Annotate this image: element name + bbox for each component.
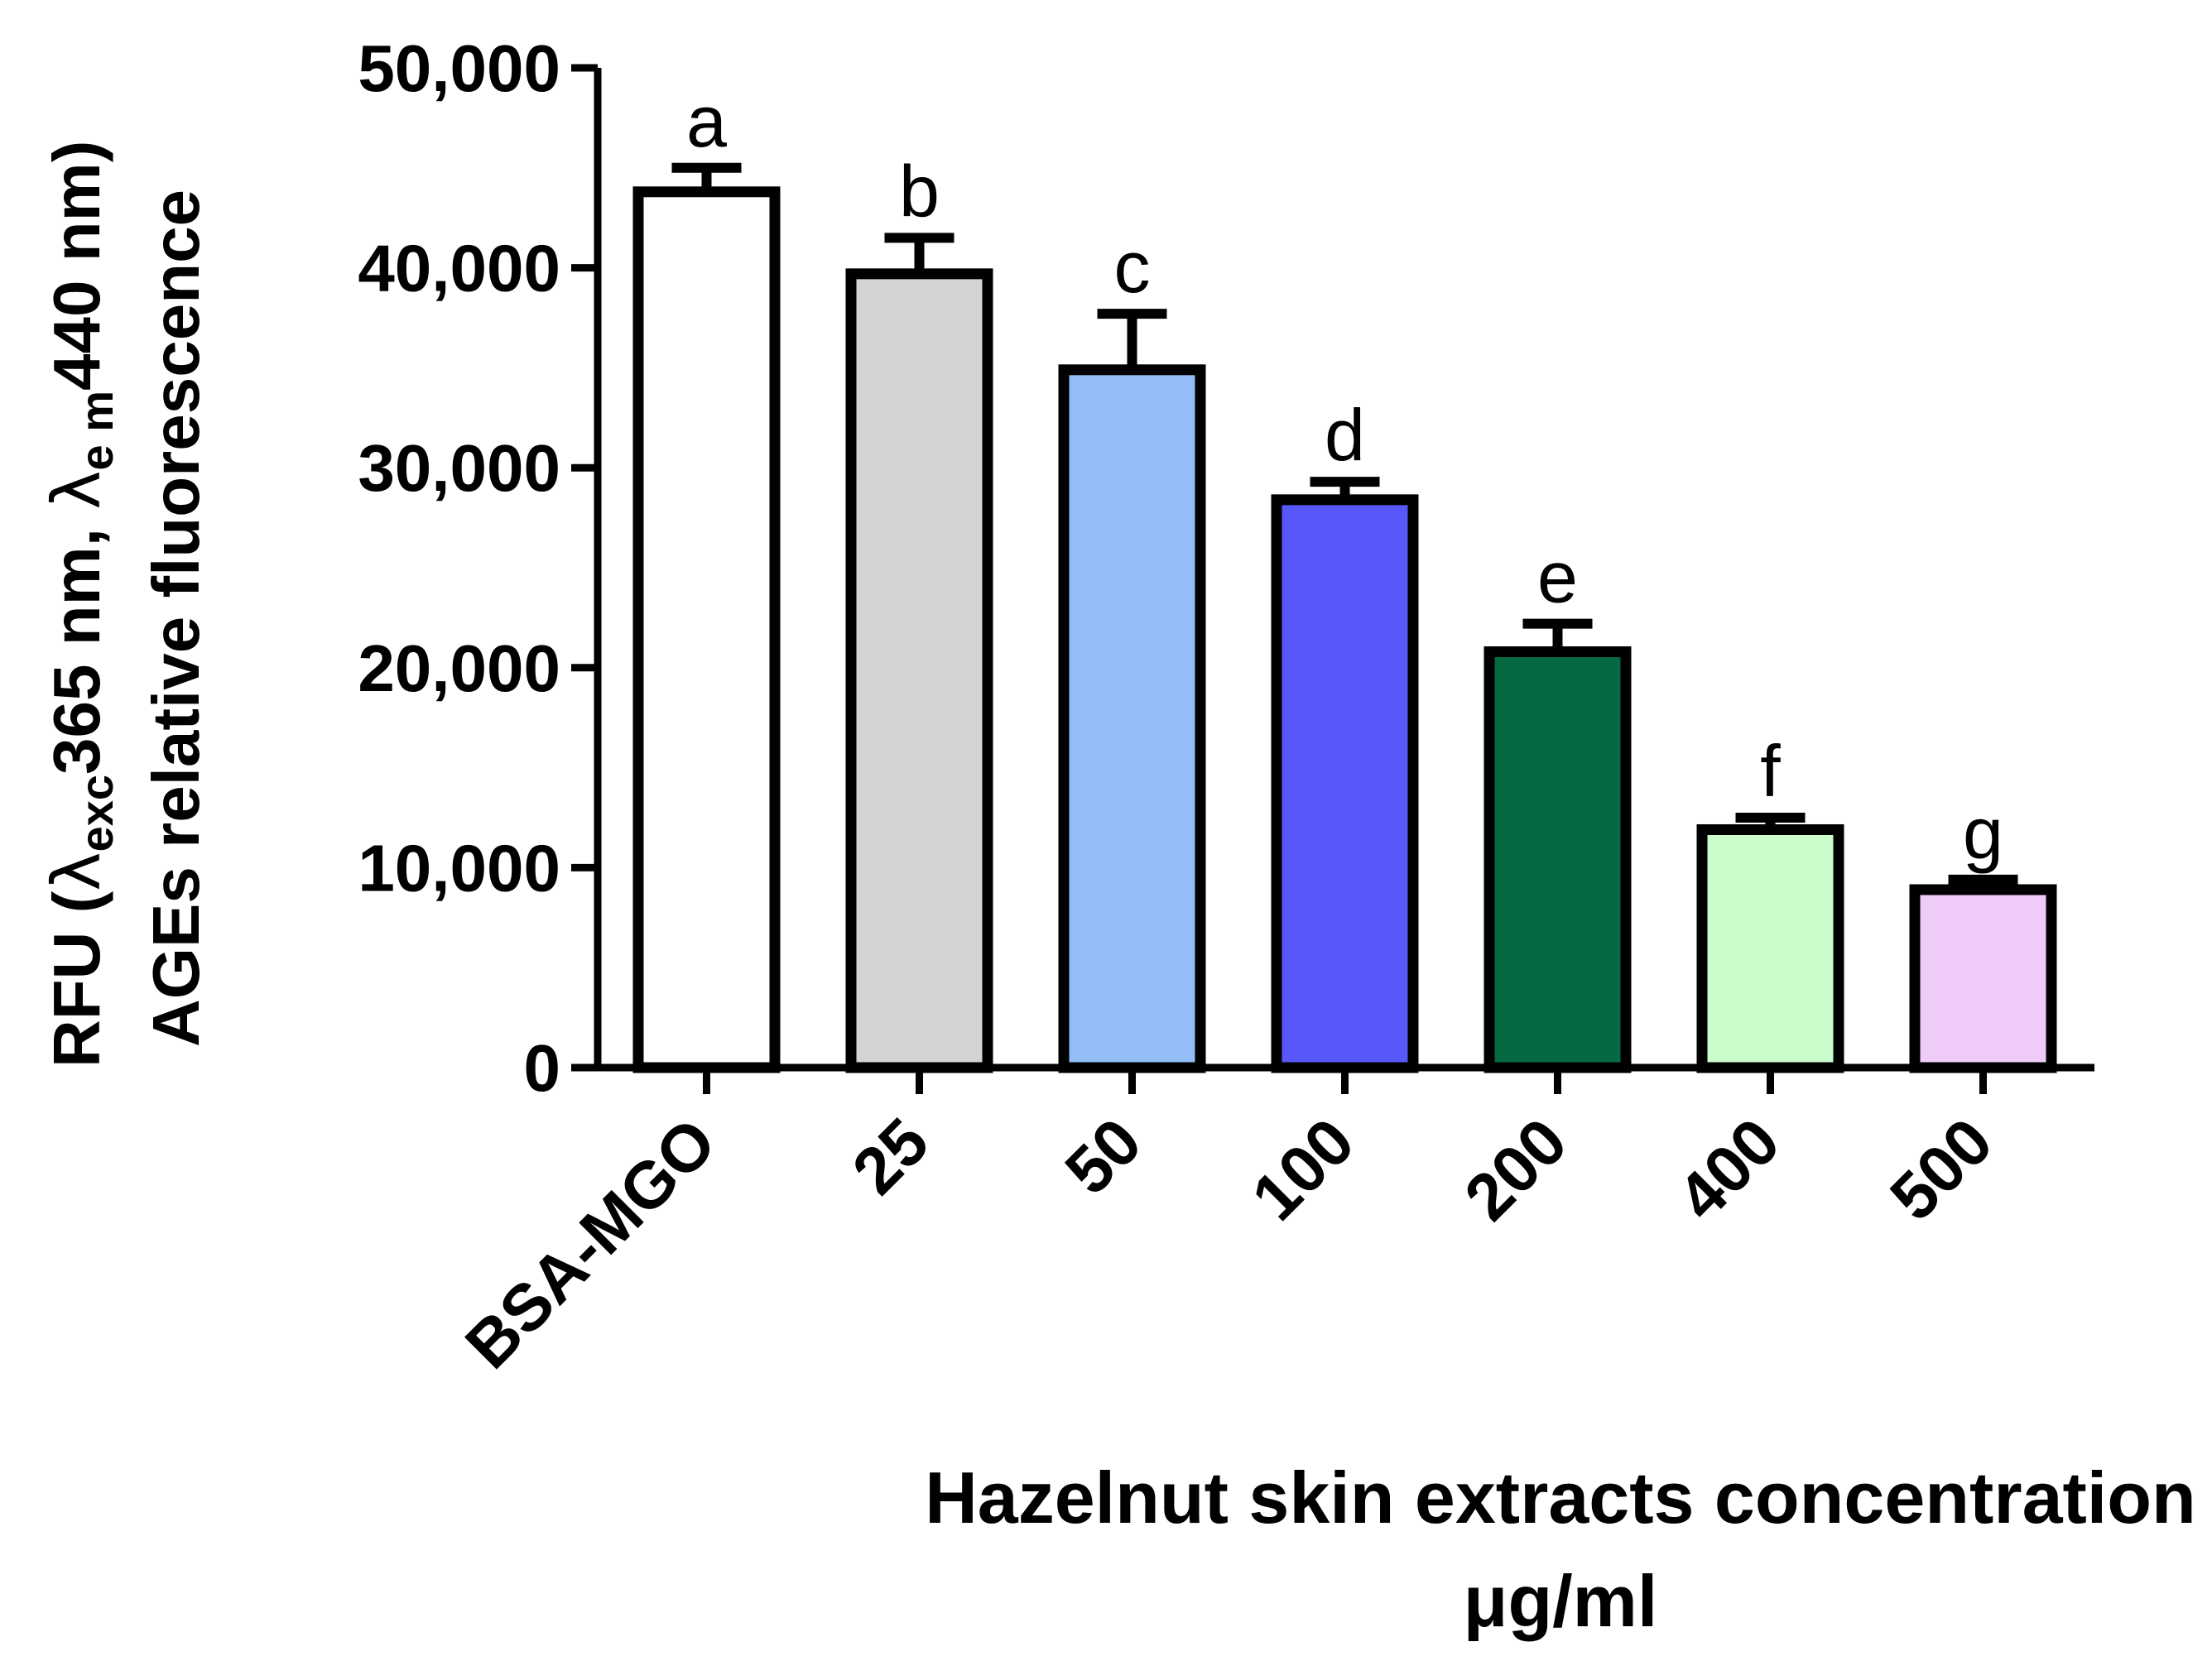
x-axis-unit: μg/ml (1464, 1560, 1658, 1642)
x-tick-label-50: 50 (1051, 1104, 1156, 1208)
bar-400 (1696, 823, 1844, 1073)
y-axis-title-prefix: RFU ( (40, 891, 113, 1068)
x-tick-label-400: 400 (1663, 1104, 1793, 1234)
significance-letter-g: g (1963, 792, 2003, 874)
bar-50 (1058, 364, 1206, 1073)
x-tick-label-25: 25 (839, 1104, 943, 1208)
y-axis-title-exc-value: 365 nm, (40, 510, 113, 775)
y-axis-title-line2: AGEs relative fluorescence (139, 190, 213, 1047)
axes-layer: BSA-MGO 25 50 100 200 400 500 0 10,000 20,000 30,0… (358, 31, 2094, 1382)
y-tick-label-0: 0 (524, 1031, 561, 1105)
y-axis-title-lambda-em: λ (38, 470, 115, 509)
x-tick-label-500: 500 (1876, 1104, 2006, 1234)
y-axis-title-lambda-exc: λ (38, 852, 115, 891)
significance-letter-d: d (1325, 394, 1365, 476)
significance-letter-b: b (899, 150, 940, 232)
y-axis-title-sub-exc: exc (70, 775, 123, 852)
bar-25 (845, 268, 993, 1073)
significance-letter-e: e (1537, 536, 1578, 618)
y-axis-title-em-value: 440 nm) (40, 141, 113, 391)
y-tick-label-10000: 10,000 (358, 831, 560, 905)
y-tick-label-50000: 50,000 (358, 31, 560, 105)
bar-500 (1909, 884, 2057, 1073)
y-tick-label-30000: 30,000 (358, 431, 560, 505)
bar-100 (1271, 494, 1419, 1073)
significance-letter-c: c (1114, 226, 1151, 308)
x-tick-label-100: 100 (1238, 1104, 1368, 1234)
y-tick-label-40000: 40,000 (358, 232, 560, 305)
bars-layer: a b c d e f g (632, 80, 2057, 1073)
x-axis-title: Hazelnut skin extracts concentration (925, 1457, 2196, 1539)
y-axis-title-sub-em: e m (70, 391, 123, 471)
bar-BSA-MGO (632, 186, 781, 1073)
bar-200 (1483, 646, 1632, 1073)
significance-letter-a: a (686, 80, 727, 162)
x-tick-label-BSA-MGO: BSA-MGO (451, 1104, 729, 1382)
y-tick-label-20000: 20,000 (358, 631, 560, 705)
significance-letter-f: f (1760, 730, 1781, 812)
x-tick-label-200: 200 (1450, 1104, 1580, 1234)
y-axis-title-line1: RFU (λexc365 nm, λe m440 nm) (38, 141, 123, 1068)
